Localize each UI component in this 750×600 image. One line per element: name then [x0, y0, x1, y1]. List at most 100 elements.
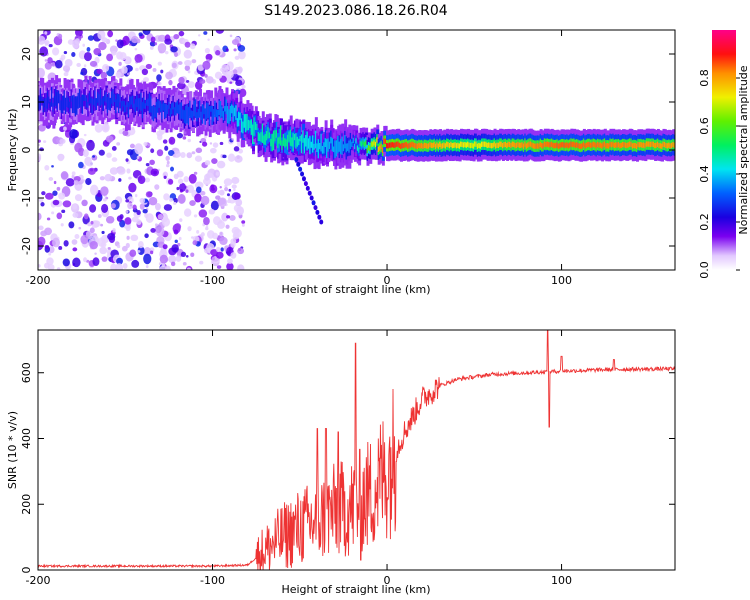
noise-blob — [187, 138, 192, 143]
noise-blob — [51, 211, 55, 215]
noise-blob — [51, 62, 56, 67]
noise-blob — [52, 190, 58, 196]
noise-blob — [59, 138, 66, 144]
noise-blob — [215, 30, 225, 34]
noise-blob — [163, 175, 167, 180]
noise-blob — [72, 212, 79, 218]
noise-blob — [177, 178, 184, 185]
noise-blob — [138, 32, 143, 37]
noise-blob — [150, 148, 155, 154]
x-tick-label: -200 — [26, 274, 51, 287]
noise-blob — [98, 41, 107, 51]
noise-blob — [196, 229, 200, 234]
noise-blob — [127, 196, 134, 204]
noise-blob — [38, 35, 46, 45]
noise-blob — [143, 141, 148, 147]
noise-blob — [110, 203, 116, 209]
noise-blob — [237, 45, 246, 52]
noise-blob — [209, 184, 218, 194]
noise-blob — [116, 215, 123, 222]
noise-blob — [168, 197, 174, 202]
noise-blob — [216, 265, 222, 269]
colorbar-ticks: 0.0 0.2 0.4 0.6 0.8 — [698, 69, 740, 279]
noise-blob — [143, 247, 152, 257]
noise-blob — [219, 186, 222, 189]
noise-blob — [134, 48, 138, 51]
noise-blob — [227, 258, 233, 264]
colorbar-tick-label: 0.4 — [698, 165, 711, 183]
noise-blob — [229, 34, 233, 38]
snr-marks — [38, 330, 675, 570]
artifact-blob — [309, 195, 314, 201]
noise-blob — [200, 190, 206, 196]
noise-blob — [144, 233, 149, 239]
noise-blob — [43, 262, 50, 269]
noise-blob — [71, 51, 76, 57]
noise-blob — [68, 221, 75, 229]
noise-blob — [100, 241, 107, 248]
noise-blob — [38, 197, 44, 203]
snr-frame — [37, 329, 676, 571]
noise-blob — [90, 220, 94, 225]
noise-blob — [116, 142, 121, 146]
noise-blob — [62, 200, 72, 208]
noise-blob — [86, 139, 95, 151]
spectrogram-x-axis-label: Height of straight line (km) — [281, 283, 430, 296]
noise-blob — [125, 158, 129, 162]
noise-blob — [61, 209, 66, 214]
noise-blob — [104, 173, 113, 182]
noise-blob — [38, 124, 46, 132]
noise-blob — [142, 209, 148, 214]
x-tick-label: -100 — [200, 274, 225, 287]
y-tick-label: 0 — [20, 147, 33, 154]
noise-blob — [110, 50, 117, 56]
noise-blob — [63, 126, 67, 131]
noise-blob — [234, 55, 240, 60]
noise-blob — [186, 267, 191, 270]
noise-blob — [226, 215, 231, 219]
noise-blob — [74, 194, 83, 202]
noise-blob — [174, 239, 178, 244]
noise-blob — [74, 234, 80, 240]
noise-blob — [54, 60, 63, 69]
noise-blob — [194, 193, 202, 203]
noise-blob — [138, 240, 144, 249]
noise-blob — [189, 43, 196, 50]
x-tick-label: 100 — [551, 274, 572, 287]
artifact-blob — [317, 214, 322, 220]
artifact-blob — [303, 181, 308, 187]
noise-blob — [148, 196, 158, 206]
noise-blob — [219, 231, 224, 237]
noise-blob — [57, 154, 64, 162]
artifact-blob — [307, 190, 312, 196]
noise-blob — [212, 142, 219, 148]
noise-blob — [76, 62, 81, 68]
artifact-blob — [319, 219, 324, 225]
noise-blob — [183, 176, 189, 183]
noise-blob — [75, 30, 83, 37]
noise-blob — [89, 184, 99, 196]
noise-blob — [241, 223, 245, 227]
noise-blob — [229, 214, 236, 221]
noise-blob — [182, 262, 187, 266]
noise-blob — [234, 155, 243, 163]
noise-blob — [231, 226, 240, 235]
noise-blob — [145, 63, 153, 70]
noise-blob — [233, 188, 236, 191]
noise-blob — [207, 38, 210, 41]
noise-blob — [38, 139, 41, 143]
noise-blob — [93, 47, 101, 56]
noise-blob — [210, 200, 219, 211]
noise-blob — [126, 149, 134, 156]
noise-blob — [83, 51, 92, 62]
noise-blob — [129, 204, 133, 207]
noise-blob — [164, 50, 169, 55]
ridge-cell — [672, 141, 675, 148]
noise-blob — [85, 177, 92, 186]
noise-blob — [219, 141, 224, 146]
spectrogram-marks — [38, 30, 675, 270]
noise-blob — [136, 210, 141, 216]
noise-blob — [145, 163, 150, 167]
noise-blob — [187, 81, 195, 88]
noise-blob — [110, 263, 117, 270]
